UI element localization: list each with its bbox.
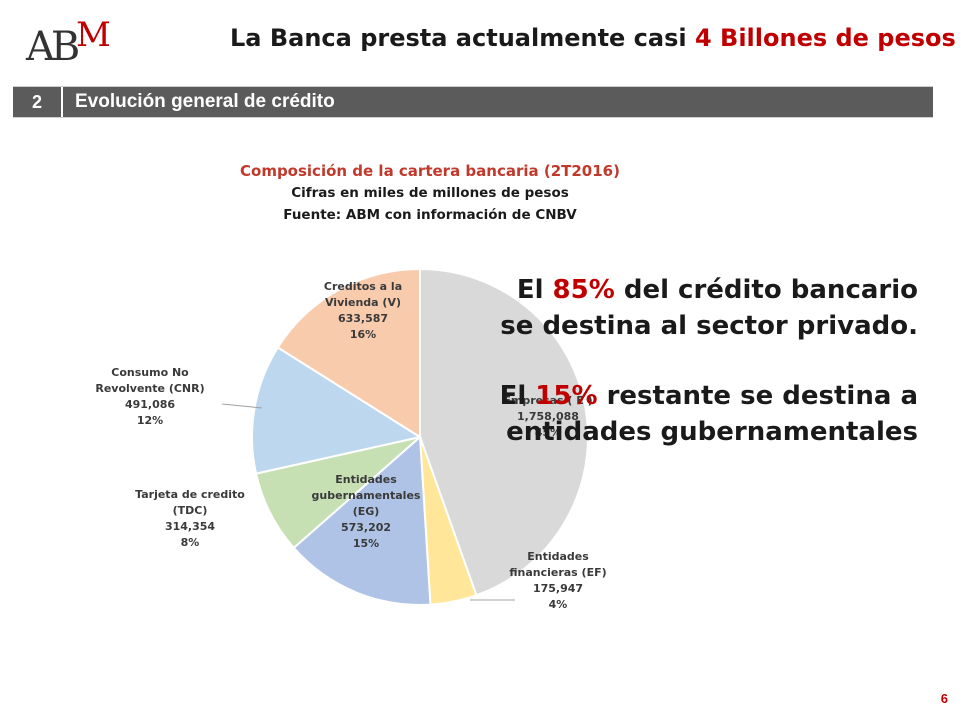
pie-slice: [276, 267, 421, 439]
slice-label: Entidades financieras (EF) 175,947 4%: [509, 550, 606, 611]
pie-slice: [292, 434, 432, 606]
title-highlight: 4 Billones de pesos: [694, 24, 956, 52]
section-number: 2: [13, 87, 63, 117]
key-messages: El 85% del crédito bancario se destina a…: [498, 272, 918, 484]
svg-text:M: M: [76, 15, 111, 55]
abm-logo: AB M: [25, 15, 111, 70]
slice-label: Entidades gubernamentales (EG) 573,202 15%: [312, 473, 421, 550]
label-leader-line: [221, 403, 263, 409]
chart-title: Composición de la cartera bancaria (2T20…: [240, 162, 620, 180]
chart-title-block: Composición de la cartera bancaria (2T20…: [200, 160, 660, 226]
slice-label: Consumo No Revolvente (CNR) 491,086 12%: [95, 366, 204, 427]
chart-source: Fuente: ABM con información de CNBV: [283, 207, 577, 223]
slice-label: Creditos a la Vivienda (V) 633,587 16%: [324, 280, 402, 341]
section-label: Evolución general de crédito: [75, 91, 335, 112]
section-bar: 2 Evolución general de crédito: [13, 86, 933, 118]
pie-slice: [419, 267, 589, 597]
pie-slice: [251, 346, 423, 475]
slice-label: Empresas ( E ) 1,758,088 45%: [503, 394, 592, 439]
page-number: 6: [940, 691, 948, 706]
chart-subtitle: Cifras en miles de millones de pesos: [291, 185, 569, 201]
slice-label: Tarjeta de credito (TDC) 314,354 8%: [135, 488, 245, 549]
slide-title: La Banca presta actualmente casi 4 Billo…: [230, 24, 956, 52]
message-government: El 15% restante se destina a entidades g…: [499, 381, 918, 447]
message-private-sector: El 85% del crédito bancario se destina a…: [500, 275, 918, 341]
svg-text:AB: AB: [25, 24, 78, 70]
